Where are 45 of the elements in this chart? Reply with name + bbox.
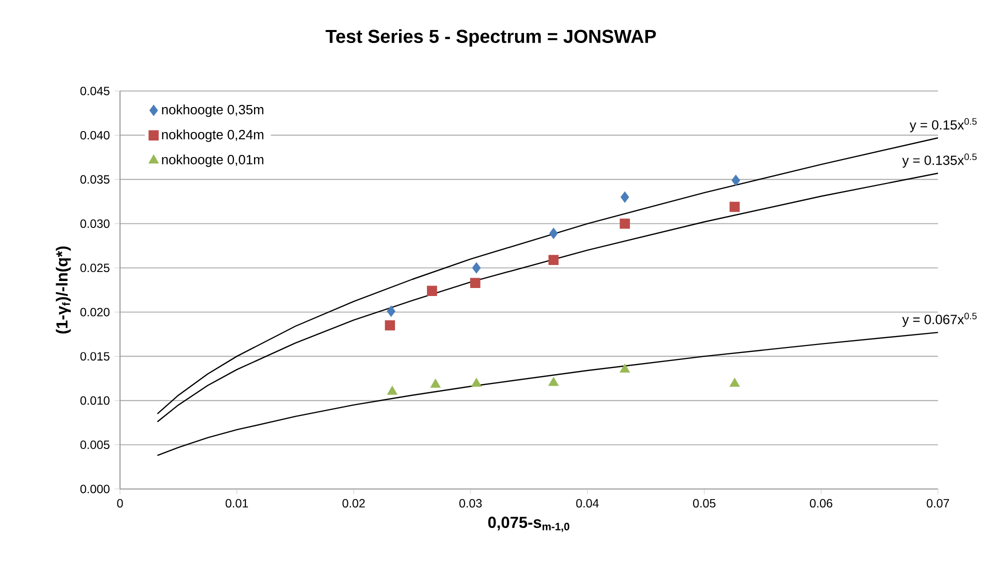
- y-tick-label: 0.045: [80, 86, 110, 96]
- y-axis-title: (1-γ$_{f}$)/-ln(q*): [56, 246, 71, 334]
- point: [471, 378, 482, 387]
- point: [620, 364, 630, 373]
- y-tick-label: 0.000: [80, 484, 110, 494]
- x-tick-label: 0.06: [810, 499, 832, 508]
- y-tick-label: 0.015: [80, 352, 110, 361]
- point: [620, 218, 630, 229]
- legend-label: nokhoogte 0,01m: [162, 154, 264, 167]
- y-tick-label: 0.040: [80, 130, 110, 140]
- y-tick-label: 0.030: [80, 219, 110, 228]
- x-tick-label: 0.05: [693, 499, 716, 508]
- x-tick-label: 0.02: [342, 499, 365, 508]
- point: [730, 202, 740, 212]
- y-tick-label: 0.025: [80, 264, 110, 272]
- legend-label: nokhoogte 0,24m: [162, 130, 264, 142]
- x-tick-label: 0.04: [576, 499, 599, 508]
- point: [548, 376, 559, 386]
- x-axis-title: 0,075-s$_{m-1,0}$: [488, 516, 570, 532]
- y-tick-label: 0.010: [80, 396, 110, 405]
- point: [430, 378, 441, 388]
- line-series: [156, 332, 939, 456]
- point: [384, 320, 396, 330]
- point: [732, 174, 740, 186]
- annotation: y = 0.067x$^{0.5}$: [902, 312, 977, 327]
- y-tick-label: 0.005: [80, 440, 110, 450]
- point: [470, 278, 480, 288]
- x-tick-label: 0.01: [226, 499, 248, 508]
- point: [387, 386, 398, 395]
- y-tick-label: 0.035: [80, 175, 110, 184]
- point: [386, 306, 396, 317]
- chart-title: Test Series 5 - Spectrum = JONSWAP: [326, 29, 656, 47]
- legend-label: nokhoogte 0,35m: [162, 104, 264, 117]
- point: [472, 262, 481, 274]
- point: [549, 228, 558, 239]
- point: [426, 286, 438, 296]
- x-tick-label: 0.03: [459, 499, 482, 508]
- annotation: y = 0.15x$^{0.5}$: [910, 118, 977, 132]
- point: [620, 192, 630, 203]
- y-tick-label: 0.020: [80, 308, 110, 316]
- annotation: y = 0.135x$^{0.5}$: [902, 154, 977, 168]
- x-tick-label: 0: [117, 499, 123, 508]
- point: [548, 254, 559, 265]
- point: [730, 378, 740, 387]
- x-tick-label: 0.07: [926, 499, 950, 508]
